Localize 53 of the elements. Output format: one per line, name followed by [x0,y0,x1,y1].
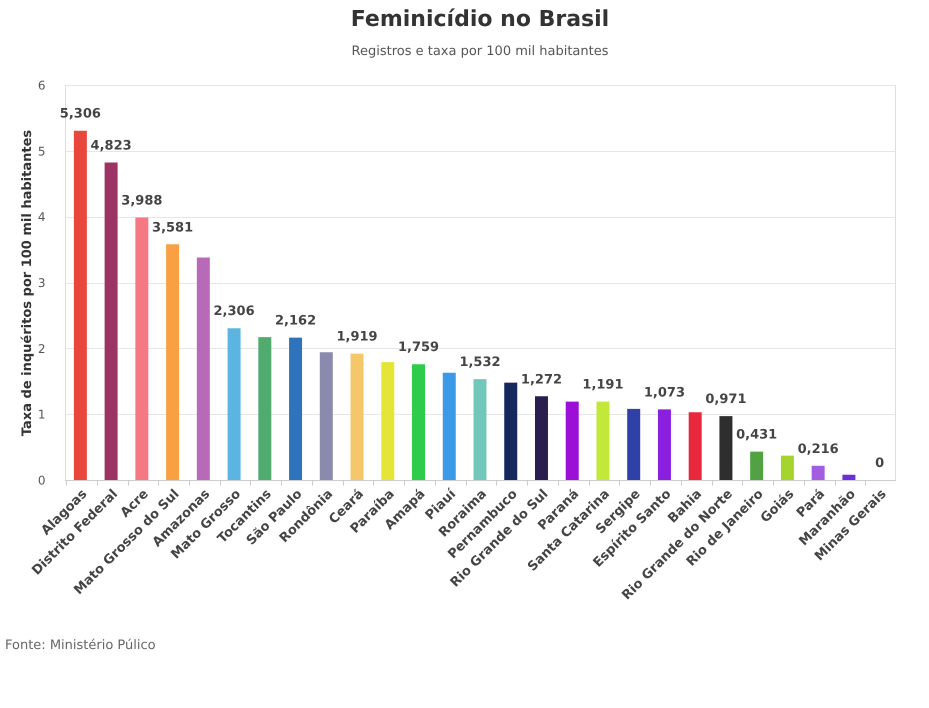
data-label: 0,216 [798,442,839,457]
data-label: 1,759 [398,340,440,356]
chart-subtitle: Registros e taxa por 100 mil habitantes [352,44,609,59]
bar [350,354,364,480]
data-label: 1,272 [520,372,562,388]
y-tick-label: 4 [38,210,46,224]
data-label: 3,581 [152,220,194,236]
bar [412,364,426,480]
bar [596,402,610,480]
y-tick-label: 2 [38,342,46,356]
bar [688,412,702,480]
data-label: 2,162 [274,314,316,329]
data-label: 1,532 [459,355,501,370]
bar [504,382,518,480]
bar [719,416,732,480]
data-label: 1,919 [336,330,378,345]
bar [812,466,825,480]
bar [534,396,548,480]
source-note: Fonte: Ministério Púlico [5,638,156,653]
bar [289,338,302,480]
chart-title: Feminicídio no Brasil [350,7,610,32]
y-tick-label: 5 [38,144,46,158]
data-label: 1,073 [644,385,686,400]
data-label: 5,306 [60,106,101,122]
data-label: 3,988 [121,193,162,208]
bar [750,452,764,480]
bar [74,130,87,480]
bar [196,257,210,480]
y-tick-label: 0 [38,474,46,488]
bar [104,162,118,480]
y-axis-title: Taxa de inquéritos por 100 mil habitantes [20,130,35,436]
bar [566,402,579,480]
data-label: 0,971 [705,392,746,408]
y-tick-label: 3 [38,276,46,290]
bar [166,244,180,480]
bar [258,337,272,480]
bar [320,352,333,480]
bar [135,217,148,480]
data-label: 2,306 [214,304,255,320]
data-label: 4,823 [90,138,132,154]
y-tick-label: 1 [38,408,46,422]
bar [474,379,486,480]
data-label: 0,431 [736,428,778,443]
data-label: 0 [875,456,884,471]
bar [842,474,856,480]
bar [442,372,456,480]
bar [381,362,394,480]
bar [780,456,794,480]
bar [228,328,241,480]
bar [658,409,671,480]
data-label: 1,191 [582,378,624,393]
y-tick-label: 6 [38,78,46,92]
bar [627,408,640,480]
